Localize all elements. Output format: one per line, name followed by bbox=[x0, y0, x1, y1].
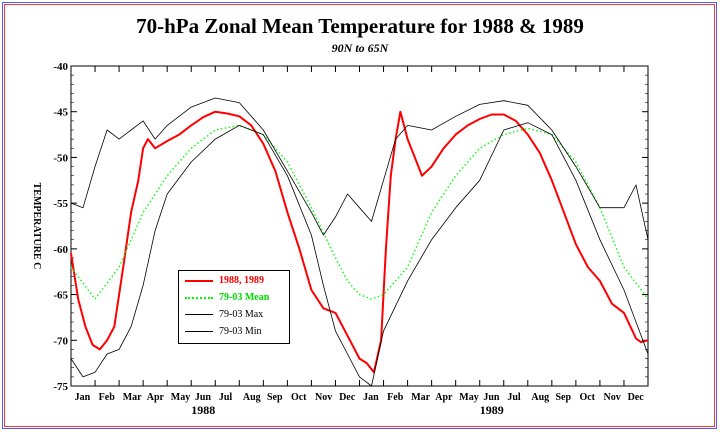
series-lines bbox=[70, 97, 649, 387]
y-tick-label: -40 bbox=[53, 61, 68, 73]
x-month-label: May bbox=[171, 392, 190, 403]
legend-label: 1988, 1989 bbox=[219, 275, 264, 286]
legend-entry-min: 79-03 Min bbox=[185, 325, 289, 339]
x-month-label: Feb bbox=[99, 392, 116, 403]
inner-border bbox=[4, 4, 715, 427]
x-month-label: Jan bbox=[363, 392, 379, 403]
x-month-label: Jan bbox=[75, 392, 91, 403]
x-month-label: Jun bbox=[195, 392, 212, 403]
x-year-label: 1989 bbox=[480, 403, 504, 417]
x-month-label: Jun bbox=[483, 392, 500, 403]
legend-swatch-black-line bbox=[185, 331, 213, 332]
x-year-label: 1988 bbox=[191, 403, 215, 417]
legend-swatch-green-dotted bbox=[185, 297, 213, 299]
x-month-label: Mar bbox=[123, 392, 142, 403]
legend-swatch-red-line bbox=[185, 280, 213, 282]
chart-subtitle: 90N to 65N bbox=[331, 41, 389, 55]
legend-entry-max: 79-03 Max bbox=[185, 308, 289, 322]
x-month-label: Nov bbox=[315, 392, 332, 403]
y-tick-label: -45 bbox=[53, 107, 68, 119]
x-month-label: Aug bbox=[531, 392, 549, 403]
y-tick-label: -75 bbox=[53, 381, 68, 393]
x-month-label: Dec bbox=[339, 392, 356, 403]
x-month-label: Jul bbox=[219, 392, 233, 403]
x-month-label: Dec bbox=[628, 392, 645, 403]
legend-label: 79-03 Mean bbox=[219, 292, 270, 303]
x-month-label: Apr bbox=[435, 392, 453, 403]
series-line-79-03-min bbox=[70, 122, 649, 387]
y-tick-label: -70 bbox=[53, 335, 68, 347]
y-axis-label: TEMPERATURE C bbox=[31, 183, 42, 270]
legend-swatch-black-line bbox=[185, 314, 213, 315]
x-month-label: Oct bbox=[579, 392, 595, 403]
x-month-label: Mar bbox=[411, 392, 430, 403]
y-tick-label: -50 bbox=[53, 152, 68, 164]
plot-frame bbox=[70, 65, 649, 387]
x-month-label: May bbox=[459, 392, 478, 403]
x-month-label: Feb bbox=[387, 392, 404, 403]
axes: -40 -45 -50 -55 -60 -65 -70 -75 Jan Feb Mar Apr May J… bbox=[31, 61, 649, 417]
y-tick-label: -60 bbox=[53, 244, 68, 256]
legend: 1988, 1989 79-03 Mean 79-03 Max 79-03 Mi… bbox=[178, 270, 290, 344]
x-month-label: Aug bbox=[243, 392, 261, 403]
series-line-79-03-mean bbox=[70, 124, 649, 300]
x-month-label: Sep bbox=[555, 392, 571, 403]
series-line-1988-1989 bbox=[70, 110, 649, 374]
x-month-label: Oct bbox=[291, 392, 307, 403]
legend-entry-1988-1989: 1988, 1989 bbox=[185, 274, 289, 288]
x-month-label: Jul bbox=[507, 392, 521, 403]
x-month-label: Apr bbox=[147, 392, 165, 403]
x-month-label: Sep bbox=[267, 392, 283, 403]
chart-title: 70-hPa Zonal Mean Temperature for 1988 &… bbox=[136, 14, 584, 38]
series-line-79-03-max bbox=[70, 97, 649, 240]
legend-entry-mean: 79-03 Mean bbox=[185, 291, 289, 305]
legend-label: 79-03 Max bbox=[219, 309, 264, 320]
legend-label: 79-03 Min bbox=[219, 326, 262, 337]
y-tick-label: -55 bbox=[53, 198, 68, 210]
y-tick-label: -65 bbox=[53, 290, 68, 302]
x-month-label: Nov bbox=[604, 392, 621, 403]
